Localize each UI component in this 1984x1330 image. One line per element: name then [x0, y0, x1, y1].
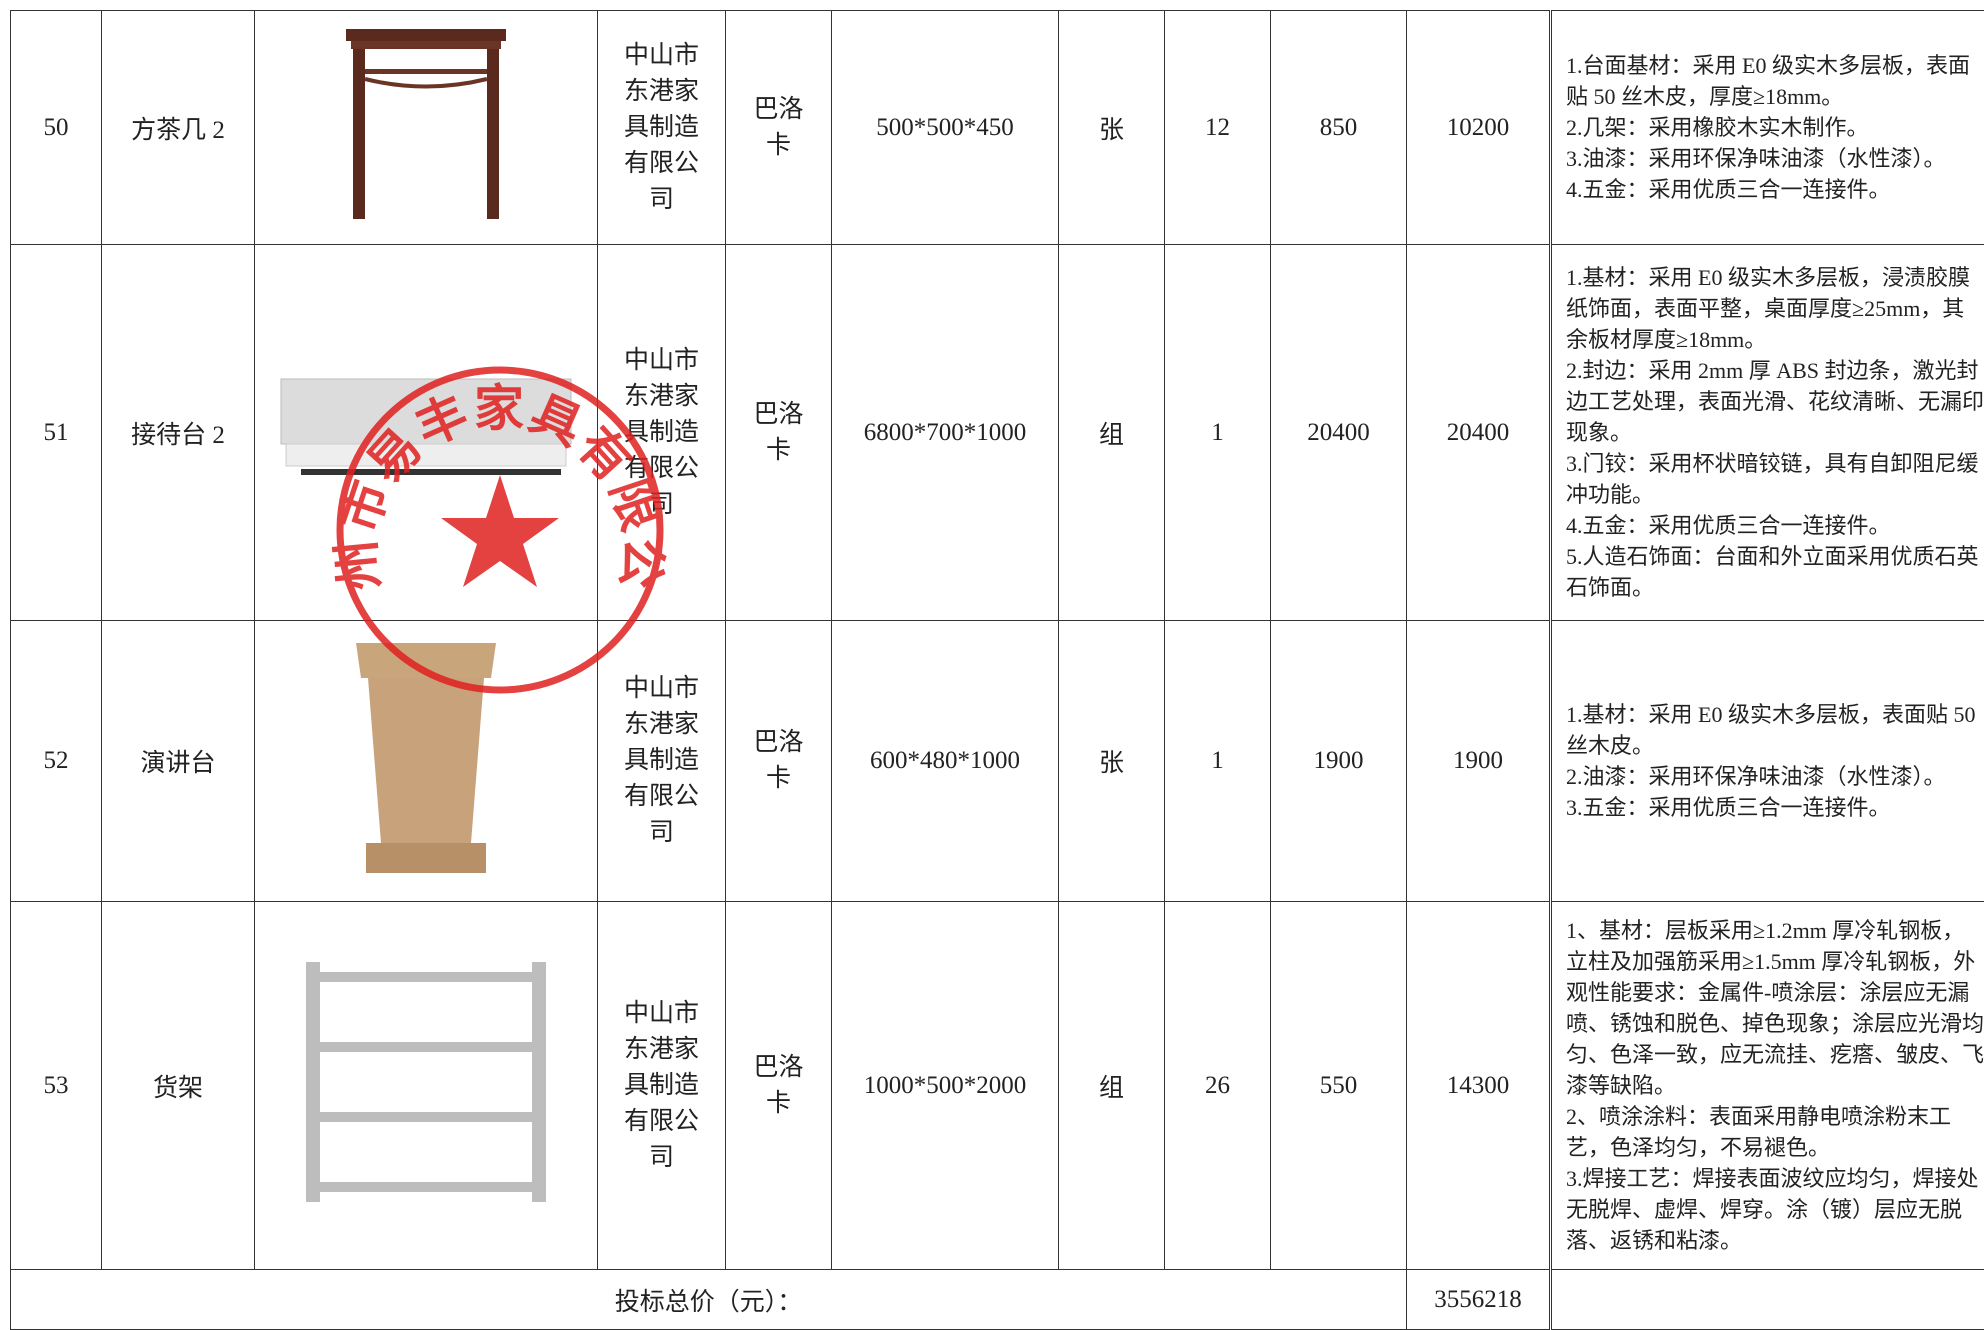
quantity: 26	[1165, 902, 1271, 1270]
brand-cell: 巴洛卡	[726, 902, 832, 1270]
item-no: 50	[11, 11, 102, 245]
seal: 惠州市易丰家具有限公司	[330, 360, 670, 700]
description-line: 4.五金：采用优质三合一连接件。	[1566, 510, 1984, 541]
supplier: 中山市东港家具制造有限公司	[622, 38, 702, 218]
description-line: 1.基材：采用 E0 级实木多层板，表面贴 50 丝木皮。	[1566, 699, 1984, 761]
subtotal: 14300	[1407, 902, 1551, 1270]
brand: 巴洛卡	[751, 92, 806, 164]
quantity: 12	[1165, 11, 1271, 245]
empty-cell	[1551, 1270, 1984, 1330]
description-line: 5.人造石饰面：台面和外立面采用优质石英石饰面。	[1566, 541, 1984, 603]
description-line: 1.台面基材：采用 E0 级实木多层板，表面贴 50 丝木皮，厚度≥18mm。	[1566, 50, 1984, 112]
spec: 1000*500*2000	[832, 902, 1059, 1270]
subtotal: 20400	[1407, 245, 1551, 621]
quantity: 1	[1165, 621, 1271, 902]
subtotal: 10200	[1407, 11, 1551, 245]
item-no: 51	[11, 245, 102, 621]
unit-price: 550	[1271, 902, 1407, 1270]
description-line: 2.封边：采用 2mm 厚 ABS 封边条，激光封边工艺处理，表面光滑、花纹清晰…	[1566, 355, 1984, 448]
description-line: 4.五金：采用优质三合一连接件。	[1566, 174, 1984, 205]
brand-cell: 巴洛卡	[726, 11, 832, 245]
total-row: 投标总价（元）：3556218	[11, 1270, 1984, 1330]
total-value: 3556218	[1407, 1270, 1551, 1330]
brand-cell: 巴洛卡	[726, 621, 832, 902]
quantity: 1	[1165, 245, 1271, 621]
unit: 组	[1059, 902, 1165, 1270]
spec: 600*480*1000	[832, 621, 1059, 902]
unit-price: 20400	[1271, 245, 1407, 621]
supplier-cell: 中山市东港家具制造有限公司	[598, 902, 726, 1270]
description: 1、基材：层板采用≥1.2mm 厚冷轧钢板，立柱及加强筋采用≥1.5mm 厚冷轧…	[1551, 902, 1984, 1270]
subtotal: 1900	[1407, 621, 1551, 902]
item-name: 方茶几 2	[102, 11, 255, 245]
description: 1.台面基材：采用 E0 级实木多层板，表面贴 50 丝木皮，厚度≥18mm。2…	[1551, 11, 1984, 245]
description-line: 2、喷涂涂料：表面采用静电喷涂粉末工艺，色泽均匀，不易褪色。	[1566, 1101, 1984, 1163]
description-line: 2.油漆：采用环保净味油漆（水性漆）。	[1566, 761, 1984, 792]
description-line: 3.门铰：采用杯状暗铰链，具有自卸阻尼缓冲功能。	[1566, 448, 1984, 510]
item-name: 货架	[102, 902, 255, 1270]
description-line: 1.基材：采用 E0 级实木多层板，浸渍胶膜纸饰面，表面平整，桌面厚度≥25mm…	[1566, 262, 1984, 355]
brand: 巴洛卡	[751, 1050, 806, 1122]
total-label: 投标总价（元）：	[11, 1270, 1407, 1330]
image-cell	[255, 902, 598, 1270]
item-no: 52	[11, 621, 102, 902]
spec: 6800*700*1000	[832, 245, 1059, 621]
description-line: 3.油漆：采用环保净味油漆（水性漆）。	[1566, 143, 1984, 174]
description-line: 2.几架：采用橡胶木实木制作。	[1566, 112, 1984, 143]
unit: 张	[1059, 11, 1165, 245]
description-line: 1、基材：层板采用≥1.2mm 厚冷轧钢板，立柱及加强筋采用≥1.5mm 厚冷轧…	[1566, 915, 1984, 1101]
item-no: 53	[11, 902, 102, 1270]
description: 1.基材：采用 E0 级实木多层板，浸渍胶膜纸饰面，表面平整，桌面厚度≥25mm…	[1551, 245, 1984, 621]
unit-price: 1900	[1271, 621, 1407, 902]
image-cell	[255, 11, 598, 245]
item-name: 接待台 2	[102, 245, 255, 621]
description: 1.基材：采用 E0 级实木多层板，表面贴 50 丝木皮。2.油漆：采用环保净味…	[1551, 621, 1984, 902]
unit: 组	[1059, 245, 1165, 621]
brand: 巴洛卡	[751, 725, 806, 797]
description-line: 3.焊接工艺：焊接表面波纹应均匀，焊接处无脱焊、虚焊、焊穿。涂（镀）层应无脱落、…	[1566, 1163, 1984, 1256]
table-image	[341, 24, 511, 224]
shelf-image	[296, 957, 556, 1207]
unit: 张	[1059, 621, 1165, 902]
brand-cell: 巴洛卡	[726, 245, 832, 621]
description-line: 3.五金：采用优质三合一连接件。	[1566, 792, 1984, 823]
item-name: 演讲台	[102, 621, 255, 902]
supplier: 中山市东港家具制造有限公司	[622, 996, 702, 1176]
spec: 500*500*450	[832, 11, 1059, 245]
brand: 巴洛卡	[751, 397, 806, 469]
unit-price: 850	[1271, 11, 1407, 245]
supplier-cell: 中山市东港家具制造有限公司	[598, 11, 726, 245]
